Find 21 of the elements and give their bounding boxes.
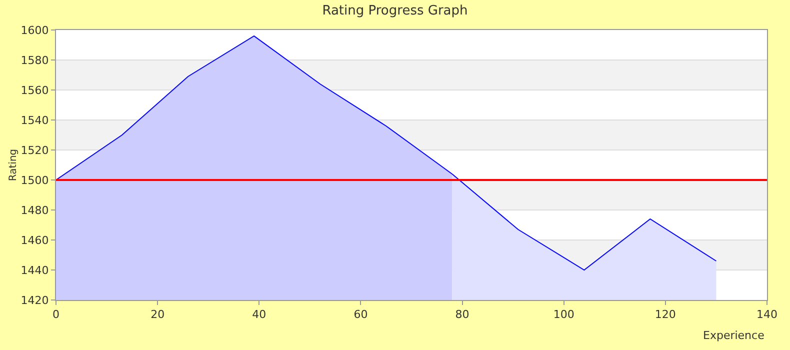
x-tick-label: 100 [553,308,574,322]
x-tick-label: 20 [150,308,165,322]
x-tick-label: 120 [654,308,676,322]
x-tick-label: 80 [455,308,470,322]
x-tick-label: 0 [52,308,60,322]
y-tick-label: 1500 [20,174,49,187]
y-axis-title: Rating [8,148,19,182]
y-tick-label: 1460 [20,234,49,247]
y-tick-label: 1580 [20,54,49,67]
y-tick-label: 1480 [20,204,49,217]
x-tick-label: 140 [756,308,778,322]
y-tick-label: 1540 [20,114,49,127]
y-tick-label: 1560 [20,84,49,97]
x-tick-label: 60 [354,308,368,322]
y-tick-label: 1520 [20,144,49,157]
y-tick-label: 1600 [20,24,49,37]
chart-title: Rating Progress Graph [322,3,468,18]
x-tick-label: 40 [252,308,266,322]
y-tick-label: 1440 [20,264,49,277]
y-tick-label: 1420 [20,294,49,307]
x-axis-title: Experience [703,329,765,342]
